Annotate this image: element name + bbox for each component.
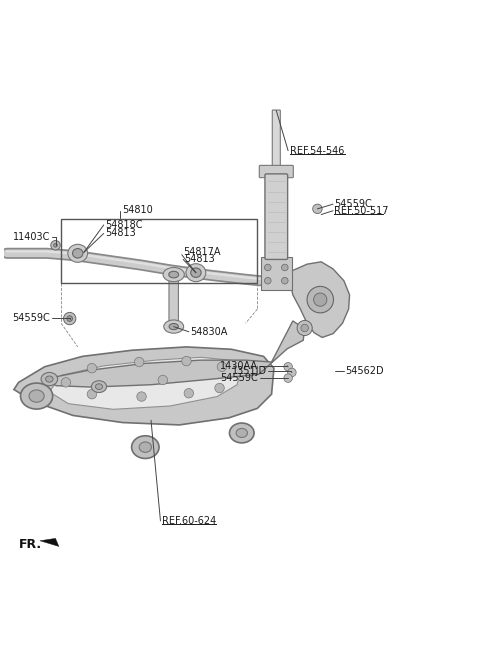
Ellipse shape <box>29 390 44 402</box>
Polygon shape <box>47 321 305 387</box>
Circle shape <box>264 264 271 271</box>
FancyBboxPatch shape <box>265 174 288 259</box>
Circle shape <box>87 363 96 373</box>
Circle shape <box>87 390 96 399</box>
Text: 54559C: 54559C <box>12 313 50 323</box>
Text: 11403C: 11403C <box>13 232 51 242</box>
Circle shape <box>312 204 322 214</box>
Circle shape <box>281 264 288 271</box>
Ellipse shape <box>236 428 248 438</box>
Ellipse shape <box>139 442 152 453</box>
Circle shape <box>217 362 227 371</box>
Ellipse shape <box>96 384 103 390</box>
Ellipse shape <box>164 320 184 333</box>
Ellipse shape <box>169 323 178 330</box>
Ellipse shape <box>186 264 206 281</box>
Circle shape <box>67 316 72 321</box>
Ellipse shape <box>68 244 88 262</box>
Circle shape <box>215 383 224 393</box>
Circle shape <box>54 243 58 247</box>
Circle shape <box>61 378 71 387</box>
FancyBboxPatch shape <box>272 110 280 168</box>
Text: 54562D: 54562D <box>345 367 384 377</box>
Circle shape <box>63 312 76 325</box>
Circle shape <box>313 293 327 306</box>
Polygon shape <box>40 539 59 546</box>
Text: 54559C: 54559C <box>335 199 372 209</box>
Circle shape <box>288 368 296 377</box>
Circle shape <box>284 374 292 382</box>
Circle shape <box>297 320 312 336</box>
Circle shape <box>51 241 60 250</box>
FancyBboxPatch shape <box>259 165 293 178</box>
Ellipse shape <box>169 272 179 278</box>
Ellipse shape <box>163 268 184 281</box>
Circle shape <box>158 375 168 384</box>
Circle shape <box>301 324 309 332</box>
Polygon shape <box>49 358 241 409</box>
Text: REF.60-624: REF.60-624 <box>162 516 216 526</box>
Text: 54810: 54810 <box>122 205 154 215</box>
Circle shape <box>134 358 144 367</box>
Circle shape <box>184 388 193 398</box>
Polygon shape <box>14 347 274 425</box>
Text: FR.: FR. <box>19 538 42 551</box>
Text: 1430AA: 1430AA <box>220 361 258 371</box>
Bar <box>61 219 257 283</box>
Ellipse shape <box>191 268 201 277</box>
Circle shape <box>284 363 292 371</box>
Circle shape <box>307 287 334 313</box>
Text: 54818C: 54818C <box>105 220 143 230</box>
Text: 54559C: 54559C <box>221 373 258 383</box>
Circle shape <box>137 392 146 401</box>
Text: 54830A: 54830A <box>190 327 228 337</box>
Text: REF.50-517: REF.50-517 <box>335 206 389 216</box>
Text: 54813: 54813 <box>185 255 216 264</box>
Ellipse shape <box>72 249 83 258</box>
Ellipse shape <box>91 380 107 392</box>
Text: REF.54-546: REF.54-546 <box>289 146 344 155</box>
Text: 1351JD: 1351JD <box>232 367 267 377</box>
Ellipse shape <box>21 383 53 409</box>
Text: 54817A: 54817A <box>183 247 221 257</box>
FancyBboxPatch shape <box>169 276 179 325</box>
Bar <box>261 257 292 290</box>
Text: 54813: 54813 <box>105 228 136 238</box>
Circle shape <box>281 277 288 284</box>
Polygon shape <box>290 262 349 337</box>
Ellipse shape <box>229 423 254 443</box>
Ellipse shape <box>46 376 53 382</box>
Circle shape <box>264 277 271 284</box>
Ellipse shape <box>132 436 159 459</box>
Ellipse shape <box>41 373 58 386</box>
Circle shape <box>182 356 191 366</box>
